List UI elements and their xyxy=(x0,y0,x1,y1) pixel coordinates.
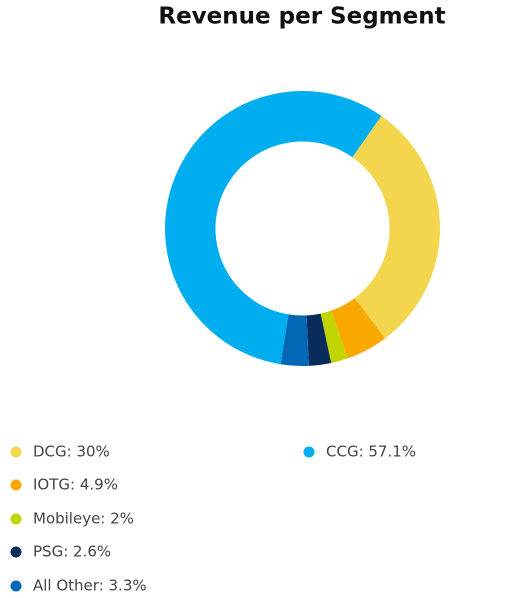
donut-slice xyxy=(352,115,440,339)
donut-slice xyxy=(320,310,348,363)
legend-swatch xyxy=(10,580,22,592)
legend-label: DCG: 30% xyxy=(33,443,110,461)
legend-swatch xyxy=(10,546,22,558)
legend-swatch xyxy=(303,446,315,458)
legend-label: IOTG: 4.9% xyxy=(33,476,118,494)
donut-slice xyxy=(280,314,309,367)
donut-slice xyxy=(331,298,386,359)
legend-swatch xyxy=(10,446,22,458)
legend-swatch xyxy=(10,513,22,525)
legend-label: Mobileye: 2% xyxy=(33,510,134,528)
legend-label: CCG: 57.1% xyxy=(326,443,416,461)
legend-swatch xyxy=(10,479,22,491)
donut-slice xyxy=(165,90,382,365)
donut-slice xyxy=(306,313,332,366)
legend-label: All Other: 3.3% xyxy=(33,577,147,595)
chart-title: Revenue per Segment xyxy=(158,4,445,30)
legend-label: PSG: 2.6% xyxy=(33,543,111,561)
